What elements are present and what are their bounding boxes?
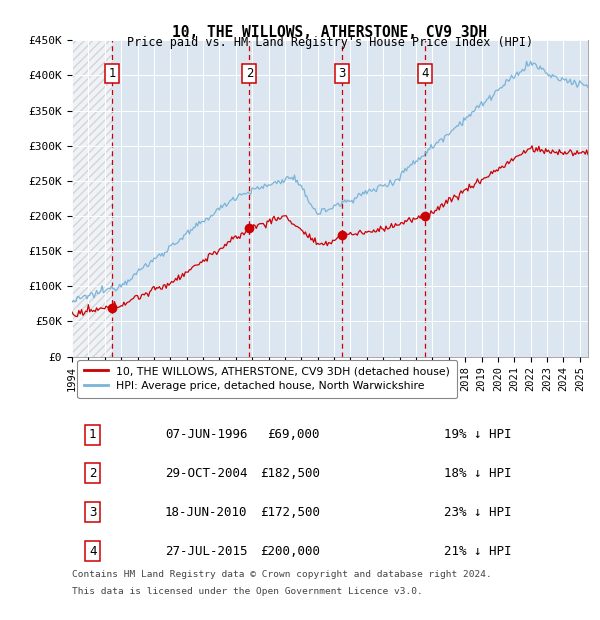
Text: Contains HM Land Registry data © Crown copyright and database right 2024.: Contains HM Land Registry data © Crown c… [72,570,492,579]
Text: Price paid vs. HM Land Registry's House Price Index (HPI): Price paid vs. HM Land Registry's House … [127,36,533,49]
Text: 1: 1 [108,67,116,80]
Text: 21% ↓ HPI: 21% ↓ HPI [443,544,511,557]
Text: 07-JUN-1996: 07-JUN-1996 [165,428,247,441]
Text: £182,500: £182,500 [260,467,320,480]
Text: 2: 2 [245,67,253,80]
Legend: 10, THE WILLOWS, ATHERSTONE, CV9 3DH (detached house), HPI: Average price, detac: 10, THE WILLOWS, ATHERSTONE, CV9 3DH (de… [77,360,457,398]
Text: 4: 4 [422,67,429,80]
Text: £69,000: £69,000 [267,428,320,441]
Text: 3: 3 [338,67,346,80]
Text: 29-OCT-2004: 29-OCT-2004 [165,467,247,480]
Text: 2: 2 [89,467,97,480]
Text: 27-JUL-2015: 27-JUL-2015 [165,544,247,557]
Text: 4: 4 [89,544,97,557]
Text: This data is licensed under the Open Government Licence v3.0.: This data is licensed under the Open Gov… [72,587,423,596]
Text: 18% ↓ HPI: 18% ↓ HPI [443,467,511,480]
Text: 3: 3 [89,506,97,519]
Text: 10, THE WILLOWS, ATHERSTONE, CV9 3DH: 10, THE WILLOWS, ATHERSTONE, CV9 3DH [173,25,487,40]
Text: 19% ↓ HPI: 19% ↓ HPI [443,428,511,441]
Text: 18-JUN-2010: 18-JUN-2010 [165,506,247,519]
Text: £200,000: £200,000 [260,544,320,557]
Text: 1: 1 [89,428,97,441]
Text: £172,500: £172,500 [260,506,320,519]
Text: 23% ↓ HPI: 23% ↓ HPI [443,506,511,519]
